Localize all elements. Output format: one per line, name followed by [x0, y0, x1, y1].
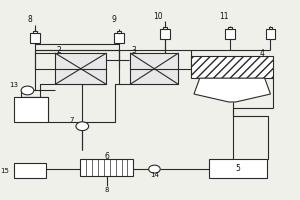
Text: 4: 4 — [260, 49, 264, 58]
Text: 10: 10 — [153, 12, 163, 21]
Text: 8: 8 — [27, 15, 32, 24]
Bar — [130, 53, 178, 84]
Text: 11: 11 — [219, 12, 228, 21]
Bar — [117, 31, 121, 33]
Text: 13: 13 — [9, 82, 18, 88]
Bar — [228, 27, 232, 29]
Circle shape — [149, 165, 160, 173]
Text: 2: 2 — [57, 46, 62, 55]
Bar — [191, 56, 273, 78]
Bar — [225, 29, 235, 39]
Bar — [14, 97, 48, 122]
Circle shape — [76, 122, 88, 131]
Bar — [266, 29, 275, 39]
Text: 7: 7 — [70, 117, 74, 123]
Polygon shape — [194, 78, 270, 102]
Bar — [163, 27, 167, 29]
Text: 5: 5 — [236, 164, 241, 173]
Text: 3: 3 — [131, 46, 136, 55]
Bar — [80, 159, 134, 176]
Circle shape — [21, 86, 34, 95]
Text: 14: 14 — [150, 172, 159, 178]
Text: 8: 8 — [104, 187, 109, 193]
Bar — [30, 33, 40, 43]
Bar — [56, 53, 106, 84]
Bar — [209, 159, 267, 178]
Text: 6: 6 — [104, 152, 109, 161]
Bar — [114, 33, 124, 43]
Text: 15: 15 — [0, 168, 9, 174]
Bar — [268, 27, 272, 29]
Bar — [160, 29, 170, 39]
Text: 9: 9 — [112, 15, 116, 24]
Bar — [14, 163, 46, 178]
Bar — [33, 31, 37, 33]
